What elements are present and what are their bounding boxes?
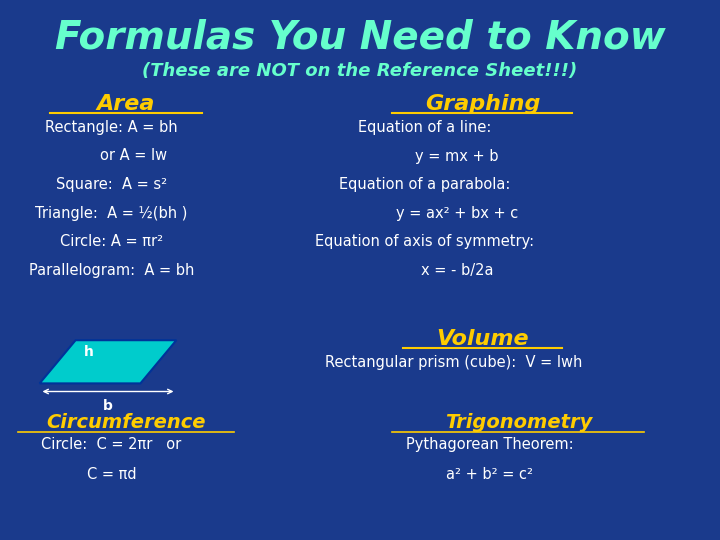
- Text: y = ax² + bx + c: y = ax² + bx + c: [396, 206, 518, 221]
- Text: y = mx + b: y = mx + b: [415, 148, 499, 164]
- Text: Circle:  C = 2πr   or: Circle: C = 2πr or: [42, 437, 181, 453]
- Text: Rectangle: A = bh: Rectangle: A = bh: [45, 120, 178, 135]
- Text: Area: Area: [96, 94, 156, 114]
- Text: or A = lw: or A = lw: [99, 148, 167, 164]
- Text: Circumference: Circumference: [46, 413, 206, 432]
- Text: Parallelogram:  A = bh: Parallelogram: A = bh: [29, 263, 194, 278]
- Text: a² + b² = c²: a² + b² = c²: [446, 467, 533, 482]
- Text: Rectangular prism (cube):  V = lwh: Rectangular prism (cube): V = lwh: [325, 355, 582, 370]
- Text: Triangle:  A = ½(bh ): Triangle: A = ½(bh ): [35, 206, 188, 221]
- Text: Circle: A = πr²: Circle: A = πr²: [60, 234, 163, 249]
- Text: (These are NOT on the Reference Sheet!!!): (These are NOT on the Reference Sheet!!!…: [143, 62, 577, 80]
- Text: C = πd: C = πd: [87, 467, 136, 482]
- Text: x = - b/2a: x = - b/2a: [421, 263, 493, 278]
- Text: Equation of a line:: Equation of a line:: [358, 120, 492, 135]
- Text: Equation of axis of symmetry:: Equation of axis of symmetry:: [315, 234, 534, 249]
- Text: Equation of a parabola:: Equation of a parabola:: [339, 177, 510, 192]
- Text: Graphing: Graphing: [425, 94, 540, 114]
- Text: Pythagorean Theorem:: Pythagorean Theorem:: [406, 437, 573, 453]
- Text: Formulas You Need to Know: Formulas You Need to Know: [55, 19, 665, 57]
- Text: Volume: Volume: [436, 329, 528, 349]
- Text: Trigonometry: Trigonometry: [445, 413, 592, 432]
- Text: Square:  A = s²: Square: A = s²: [56, 177, 167, 192]
- Text: h: h: [84, 345, 94, 359]
- Polygon shape: [40, 340, 176, 383]
- Text: b: b: [103, 399, 113, 413]
